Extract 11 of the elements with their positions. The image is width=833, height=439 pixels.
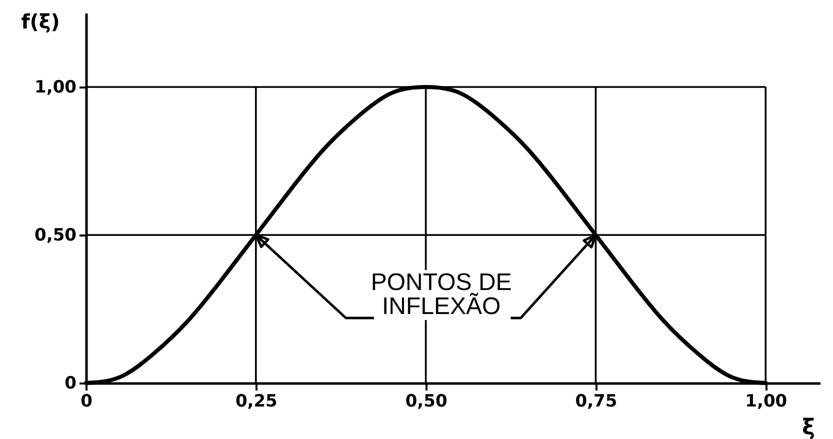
- annotation: PONTOS DE INFLEXÃO: [370, 269, 512, 320]
- y-tick-label: 0: [64, 374, 77, 394]
- x-tick-label: 1,00: [745, 392, 788, 412]
- y-tick-label: 1,00: [34, 78, 77, 98]
- x-tick-label: 0,50: [405, 392, 448, 412]
- x-tick-label: 0,25: [235, 392, 278, 412]
- x-axis-title: ξ: [802, 416, 815, 439]
- x-tick-label: 0: [80, 392, 93, 412]
- y-tick-label: 0,50: [34, 226, 77, 246]
- x-tick-label: 0,75: [575, 392, 618, 412]
- y-axis-title: f(ξ): [21, 10, 60, 34]
